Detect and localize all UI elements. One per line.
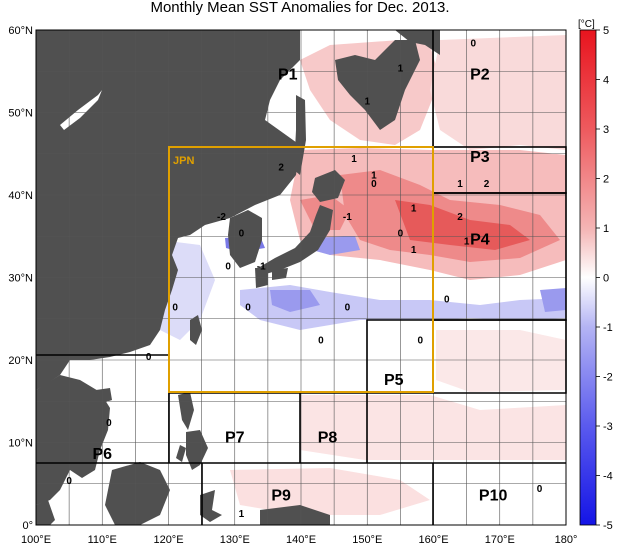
contour-label: 1	[351, 154, 357, 165]
contour-label: 0	[417, 336, 423, 347]
colorbar: [°C] 5 4 3 2 1 0 -1 -2 -3 -4 -5	[578, 19, 613, 532]
jpn-box-label: JPN	[173, 155, 194, 167]
jpn-box	[168, 146, 434, 393]
colorbar-tick-label: 5	[603, 25, 609, 37]
lon-tick-label: 140°E	[286, 534, 316, 546]
colorbar-gradient	[579, 29, 597, 526]
contour-label: 0	[146, 352, 152, 363]
colorbar-tick-label: -4	[603, 471, 613, 483]
lon-tick-label: 120°E	[153, 534, 183, 546]
contour-label: 2	[278, 162, 284, 173]
lon-tick-label: 130°E	[220, 534, 250, 546]
lon-tick-label: 170°E	[485, 534, 515, 546]
lat-tick-label: 0°	[22, 520, 33, 532]
colorbar-tick-label: 1	[603, 223, 609, 235]
colorbar-unit: [°C]	[578, 19, 595, 30]
colorbar-tick-label: 3	[603, 124, 609, 136]
region-label: P4	[470, 232, 490, 249]
region-label: P8	[318, 430, 338, 447]
lat-tick-label: 10°N	[8, 438, 33, 450]
contour-label: 1	[371, 171, 377, 182]
region-labels: P1 P2 P3 P4 P5 P6 P7 P8 P9 P10	[92, 67, 507, 505]
contour-label: 1	[364, 96, 370, 107]
contour-label: 0	[66, 476, 72, 487]
colorbar-tick-label: 2	[603, 174, 609, 186]
lon-tick-label: 100°E	[21, 534, 51, 546]
lon-tick-label: 110°E	[88, 534, 117, 546]
contour-label: 1	[398, 63, 404, 74]
colorbar-tick-label: -1	[603, 322, 613, 334]
contour-label: 0	[172, 303, 178, 314]
lon-tick-label: 160°E	[418, 534, 448, 546]
region-label: P6	[92, 446, 112, 463]
contour-label: 1	[411, 204, 417, 215]
colorbar-tick-label: 4	[603, 75, 609, 87]
plot-frame	[35, 29, 567, 526]
region-label: P10	[479, 487, 508, 504]
region-label: P7	[225, 430, 245, 447]
contour-label: 0	[245, 303, 251, 314]
contour-label: 2	[484, 179, 490, 190]
lat-tick-label: 20°N	[8, 355, 33, 367]
colorbar-tick-label: -5	[603, 520, 613, 532]
lon-tick-label: 150°E	[352, 534, 382, 546]
region-label: P2	[470, 67, 490, 84]
region-label: P1	[278, 67, 298, 84]
contour-label: 0	[318, 336, 324, 347]
contour-label: -1	[257, 261, 266, 272]
region-label: P5	[384, 372, 404, 389]
contour-label: 1	[457, 179, 463, 190]
colorbar-tick-label: -3	[603, 421, 613, 433]
contour-label: 0	[106, 418, 112, 429]
axis-labels: 100°E 110°E 120°E 130°E 140°E 150°E 160°E 170°E…	[8, 25, 577, 546]
contour-label: 0	[225, 261, 231, 272]
contour-label: 0	[470, 39, 476, 50]
contour-label: 1	[411, 245, 417, 256]
contour-label: 0	[371, 179, 377, 190]
colorbar-tick-label: -2	[603, 372, 613, 384]
lat-tick-label: 30°N	[8, 273, 33, 285]
lat-tick-label: 40°N	[8, 190, 33, 202]
contour-label: -1	[343, 212, 352, 223]
contour-label: 0	[444, 294, 450, 305]
region-label: P9	[271, 487, 291, 504]
contour-label: -2	[217, 212, 226, 223]
map-title: Monthly Mean SST Anomalies for Dec. 2013…	[150, 0, 450, 16]
colorbar-tick-label: 0	[603, 273, 609, 285]
contour-label: 1	[239, 509, 245, 520]
lon-tick-label: 180°	[555, 534, 578, 546]
contour-label: 0	[537, 484, 543, 495]
contour-label: 0	[398, 228, 404, 239]
contour-label: 1	[464, 237, 470, 248]
contour-label: 2	[457, 212, 463, 223]
contour-label: 0	[345, 303, 351, 314]
region-label: P3	[470, 149, 490, 166]
contour-label: 0	[239, 228, 245, 239]
lat-tick-label: 60°N	[8, 25, 33, 37]
lat-tick-label: 50°N	[8, 108, 33, 120]
